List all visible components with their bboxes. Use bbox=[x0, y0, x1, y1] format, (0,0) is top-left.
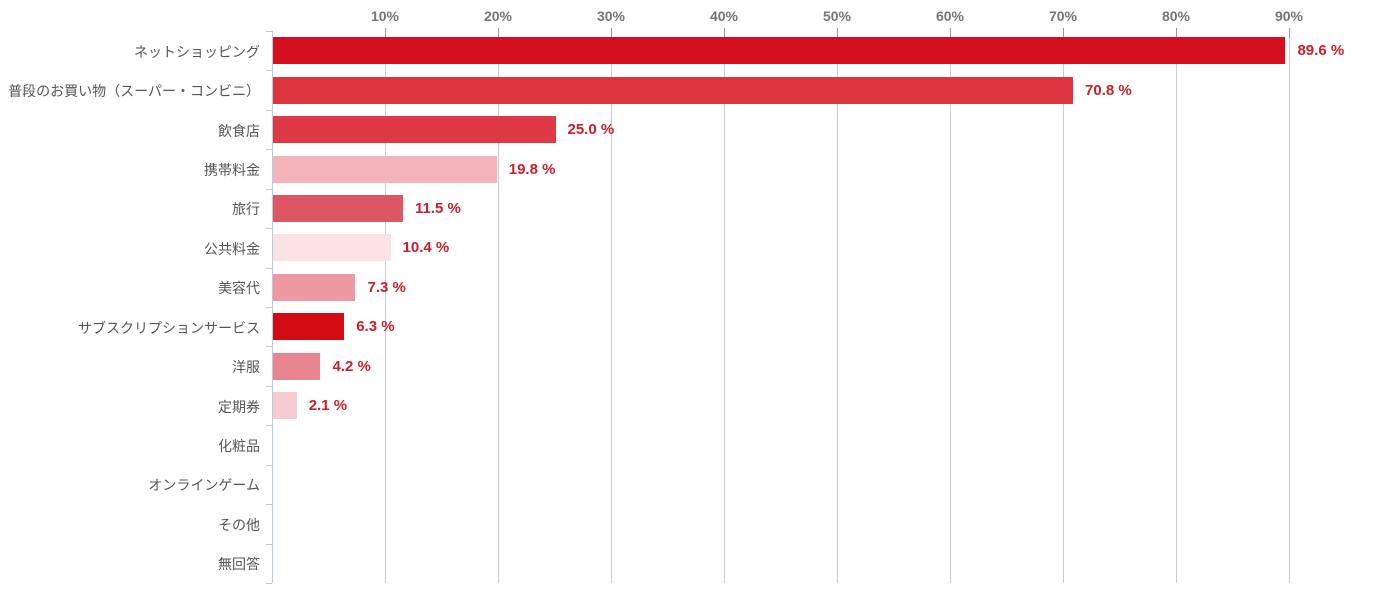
value-label: 70.8 % bbox=[1085, 81, 1132, 99]
value-label: 2.1 % bbox=[308, 397, 348, 415]
category-label: サブスクリプションサービス bbox=[78, 319, 260, 336]
x-axis-tick bbox=[1063, 28, 1064, 38]
x-axis-tick-label: 70% bbox=[1048, 8, 1078, 24]
value-label: 89.6 % bbox=[1297, 42, 1345, 60]
bar bbox=[273, 194, 403, 222]
bar bbox=[273, 352, 321, 380]
category-label: ネットショッピング bbox=[134, 43, 260, 60]
value-label: 6.3 % bbox=[356, 318, 395, 336]
y-axis-tick bbox=[266, 31, 272, 32]
y-axis-tick bbox=[266, 504, 272, 506]
x-axis-tick-label: 10% bbox=[370, 8, 400, 24]
category-label: 洋服 bbox=[232, 359, 260, 376]
value-label: 25.0 % bbox=[567, 121, 615, 139]
x-axis-tick bbox=[611, 28, 612, 38]
category-label: 普段のお買い物（スーパー・コンビニ） bbox=[8, 83, 260, 100]
category-label: 旅行 bbox=[232, 201, 260, 218]
x-axis-tick-label: 50% bbox=[822, 8, 852, 24]
y-axis-tick bbox=[266, 385, 272, 387]
y-axis-tick bbox=[266, 267, 272, 269]
category-label: オンラインゲーム bbox=[148, 477, 260, 494]
gridline bbox=[1289, 31, 1290, 583]
x-axis-tick-label: 40% bbox=[709, 8, 739, 24]
value-label: 4.2 % bbox=[332, 357, 371, 375]
x-axis-tick bbox=[1176, 28, 1177, 38]
y-axis-tick bbox=[266, 228, 272, 230]
gridline bbox=[1063, 31, 1064, 583]
gridline bbox=[1176, 31, 1177, 583]
x-axis-tick bbox=[837, 28, 838, 38]
category-label: 化粧品 bbox=[218, 438, 260, 454]
x-axis-tick bbox=[724, 28, 725, 38]
category-label: 定期券 bbox=[218, 398, 260, 415]
value-label: 19.8 % bbox=[508, 160, 556, 178]
y-axis-tick bbox=[266, 149, 272, 151]
y-axis-tick bbox=[266, 583, 272, 584]
x-axis-tick bbox=[385, 28, 386, 38]
x-axis-tick bbox=[1289, 28, 1290, 38]
bar bbox=[273, 116, 556, 144]
value-label: 7.3 % bbox=[367, 278, 406, 296]
bar bbox=[273, 273, 356, 301]
bar bbox=[273, 313, 345, 341]
y-axis-tick bbox=[266, 425, 272, 427]
y-axis-tick bbox=[266, 109, 272, 111]
y-axis-tick bbox=[266, 543, 272, 545]
x-axis-tick-label: 60% bbox=[935, 8, 965, 24]
category-label: その他 bbox=[218, 516, 260, 533]
gridline bbox=[385, 31, 386, 583]
gridline bbox=[724, 31, 725, 583]
bar bbox=[273, 37, 1286, 65]
bar bbox=[273, 155, 497, 183]
gridline bbox=[611, 31, 612, 583]
y-axis-tick bbox=[266, 346, 272, 348]
y-axis-tick bbox=[266, 188, 272, 190]
category-label: 無回答 bbox=[218, 556, 260, 573]
x-axis-tick-label: 80% bbox=[1161, 8, 1191, 24]
category-label: 携帯料金 bbox=[204, 162, 260, 178]
x-axis-tick-label: 90% bbox=[1274, 8, 1304, 24]
bar bbox=[273, 234, 391, 262]
y-axis-tick bbox=[266, 307, 272, 308]
gridline bbox=[950, 31, 951, 583]
bar bbox=[273, 76, 1074, 104]
bar bbox=[273, 392, 297, 420]
gridline bbox=[837, 31, 838, 583]
value-label: 10.4 % bbox=[402, 239, 450, 257]
category-label: 飲食店 bbox=[218, 122, 260, 139]
category-label: 公共料金 bbox=[204, 240, 260, 257]
x-axis-tick-label: 30% bbox=[596, 8, 626, 24]
gridline bbox=[498, 31, 499, 583]
y-axis-tick bbox=[266, 70, 272, 72]
y-axis-line bbox=[272, 31, 273, 583]
y-axis-tick bbox=[266, 464, 272, 466]
category-label: 美容代 bbox=[218, 280, 260, 297]
x-axis-tick bbox=[950, 28, 951, 38]
x-axis-tick-label: 20% bbox=[483, 8, 513, 24]
value-label: 11.5 % bbox=[414, 199, 461, 217]
x-axis-tick bbox=[498, 28, 499, 38]
